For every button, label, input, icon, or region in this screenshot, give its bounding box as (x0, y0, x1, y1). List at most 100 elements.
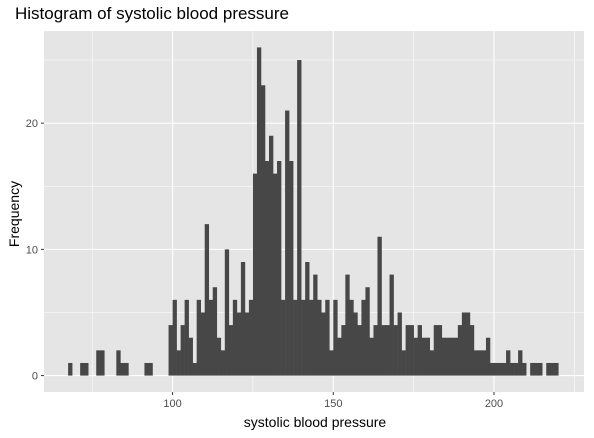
histogram-bar (289, 161, 294, 376)
histogram-bar (441, 337, 447, 376)
histogram-bar (329, 350, 334, 376)
histogram-bar (120, 362, 125, 376)
histogram-bar (313, 274, 318, 376)
histogram-bar (256, 47, 262, 376)
histogram-bar (377, 236, 382, 376)
x-tick-label: 200 (485, 398, 503, 410)
histogram-bar (200, 312, 206, 376)
histogram-bar (385, 325, 390, 376)
histogram-bar (485, 337, 491, 376)
histogram-bar (453, 337, 459, 376)
histogram-bar (80, 362, 85, 376)
histogram-bar (224, 249, 230, 376)
x-tick-label: 150 (324, 398, 342, 410)
histogram-bar (369, 337, 374, 376)
histogram-bar (100, 350, 105, 376)
histogram-bar (365, 287, 370, 376)
histogram-bar (68, 362, 73, 376)
histogram-bar (389, 274, 394, 376)
histogram-bar (353, 312, 358, 376)
histogram-bar (477, 350, 483, 376)
histogram-bar (506, 350, 511, 376)
histogram-bar (457, 325, 463, 376)
histogram-bar (273, 173, 278, 376)
y-tick-label: 20 (26, 118, 38, 130)
histogram-bar (264, 161, 270, 376)
histogram-bar (498, 362, 503, 376)
histogram-bar (196, 299, 201, 376)
y-tick-label: 10 (26, 244, 38, 256)
histogram-bar (285, 110, 290, 376)
histogram-bar (433, 325, 439, 376)
histogram-bar (176, 350, 181, 376)
histogram-bar (381, 325, 386, 376)
histogram-bar (248, 299, 254, 376)
histogram-bar (437, 325, 443, 376)
histogram-bar (293, 299, 298, 376)
histogram-bar (220, 350, 226, 376)
histogram-bar (534, 362, 539, 376)
histogram-bar (228, 325, 234, 376)
histogram-bar (461, 312, 467, 376)
histogram-bar (232, 299, 238, 376)
histogram-bar (393, 325, 398, 376)
histogram-bar (409, 325, 414, 376)
histogram-bar (417, 325, 422, 376)
histogram-bar (184, 299, 189, 376)
histogram-bar (361, 299, 366, 376)
histogram-bar (281, 299, 286, 376)
histogram-bar (216, 337, 222, 376)
histogram-bar (481, 350, 487, 376)
histogram-bar (538, 362, 543, 376)
histogram-bar (269, 135, 274, 376)
x-axis-ticks: 100 150 200 (163, 392, 503, 410)
histogram-bar (208, 299, 214, 376)
histogram-bar (530, 362, 535, 376)
histogram-bar (449, 337, 455, 376)
histogram-bar (550, 362, 555, 376)
histogram-bar (473, 350, 479, 376)
histogram-bar (309, 299, 314, 376)
histogram-bar (172, 299, 177, 376)
histogram-bar (188, 337, 193, 376)
x-tick-label: 100 (163, 398, 181, 410)
histogram-bar (397, 312, 402, 376)
histogram-bar (252, 173, 258, 376)
histogram-bar (341, 325, 346, 376)
histogram-bar (554, 362, 559, 376)
histogram-bars (68, 47, 559, 376)
histogram-bar (429, 350, 435, 376)
histogram-bar (337, 337, 342, 376)
histogram-bar (405, 325, 410, 376)
chart-title: Histogram of systolic blood pressure (15, 4, 290, 23)
histogram-bar (148, 362, 153, 376)
histogram-bar (192, 362, 197, 376)
histogram-bar (413, 337, 418, 376)
histogram-bar (401, 350, 406, 376)
histogram-bar (84, 362, 89, 376)
y-axis-label: Frequency (6, 180, 22, 248)
histogram-bar (297, 60, 302, 376)
y-axis-ticks: 0 10 20 (26, 118, 44, 383)
histogram-bar (514, 362, 519, 376)
histogram-bar (502, 362, 507, 376)
histogram-bar (510, 362, 515, 376)
histogram-bar (305, 261, 310, 376)
histogram-bar (522, 362, 527, 376)
histogram-bar (518, 350, 523, 376)
histogram-bar (357, 325, 362, 376)
histogram-bar (494, 362, 499, 376)
histogram-bar (212, 287, 218, 376)
histogram-bar (321, 312, 326, 376)
histogram-bar (124, 362, 129, 376)
y-tick-label: 0 (32, 371, 38, 383)
histogram-bar (445, 337, 451, 376)
histogram-bar (116, 350, 121, 376)
histogram-bar (345, 274, 350, 376)
histogram-bar (277, 161, 282, 376)
histogram-bar (244, 312, 250, 376)
x-axis-label: systolic blood pressure (243, 414, 387, 430)
histogram-bar (421, 337, 426, 376)
histogram-bar (349, 299, 354, 376)
